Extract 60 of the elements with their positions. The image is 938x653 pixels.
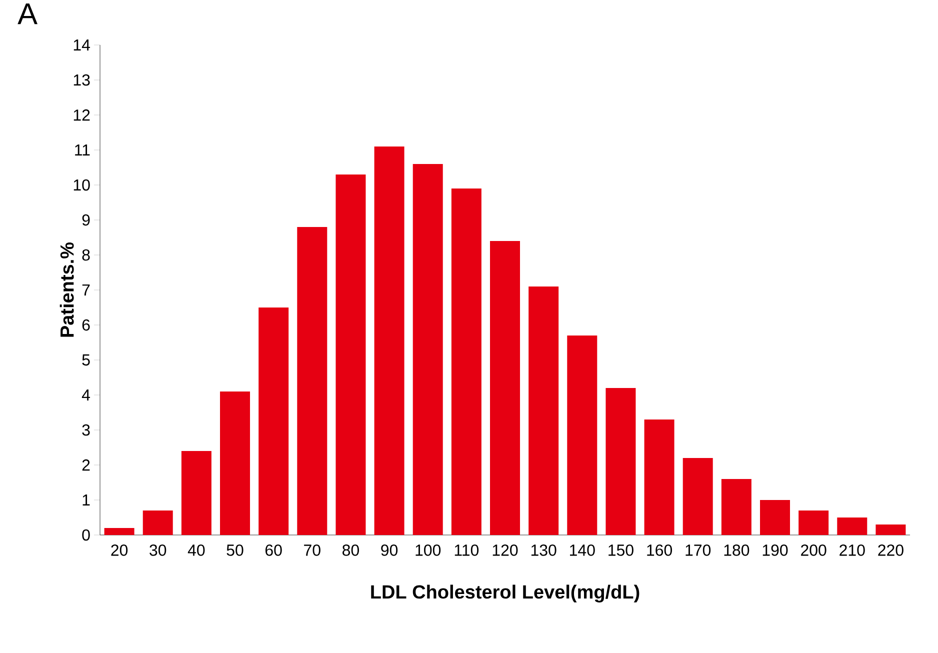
- bar: [104, 528, 134, 535]
- y-tick-label: 11: [75, 144, 90, 156]
- y-tick-label: 4: [82, 389, 90, 400]
- y-tick-label: 7: [82, 284, 90, 296]
- x-tick-label: 40: [188, 544, 205, 556]
- bar: [412, 164, 443, 535]
- y-tick-label: 9: [82, 214, 90, 226]
- y-tick-label: 13: [74, 74, 90, 86]
- y-tick-label: 0: [82, 529, 90, 541]
- bar: [721, 478, 752, 535]
- x-tick-label: 180: [724, 544, 750, 556]
- y-tick-label: 10: [74, 179, 90, 191]
- bar: [528, 286, 559, 535]
- x-tick-label: 120: [492, 544, 518, 556]
- x-tick-label: 20: [111, 544, 128, 556]
- x-tick-label: 130: [531, 544, 556, 556]
- x-tick-label: 100: [416, 544, 441, 556]
- bar: [490, 240, 520, 535]
- x-tick-label: 30: [150, 544, 166, 556]
- x-tick-label: 150: [608, 544, 634, 556]
- bar: [451, 188, 482, 535]
- y-tick-label: 14: [74, 39, 90, 50]
- bar: [142, 510, 173, 535]
- bar: [644, 419, 674, 535]
- x-tick-label: 190: [762, 544, 788, 556]
- y-tick-label: 2: [82, 459, 90, 471]
- x-tick-label: 70: [304, 544, 320, 556]
- x-axis-title: LDL Cholesterol Level(mg/dL): [371, 584, 640, 603]
- x-tick-label: 80: [342, 544, 359, 556]
- bar: [876, 524, 906, 535]
- bar: [798, 510, 829, 535]
- y-tick-label: 1: [82, 494, 90, 506]
- x-tick-label: 200: [801, 544, 826, 556]
- y-tick-label: 8: [82, 249, 90, 261]
- y-tick-label: 12: [74, 109, 90, 121]
- bar: [567, 335, 598, 535]
- bar: [220, 391, 250, 535]
- bar: [258, 307, 289, 535]
- x-tick-label: 170: [686, 544, 711, 556]
- x-tick-label: 140: [570, 544, 595, 556]
- y-tick-label: 3: [82, 424, 90, 436]
- y-axis-title: Patients.%: [60, 242, 74, 337]
- bar: [297, 226, 328, 535]
- x-tick-label: 90: [381, 544, 398, 556]
- bar: [336, 174, 366, 535]
- text: A: [18, 4, 38, 24]
- y-tick-label: 5: [82, 354, 90, 366]
- bar: [606, 388, 636, 535]
- x-tick-label: 110: [454, 544, 479, 556]
- bar: [374, 146, 404, 535]
- x-tick-label: 60: [265, 544, 282, 556]
- bar: [760, 500, 790, 535]
- x-tick-label: 160: [647, 544, 672, 556]
- bar: [181, 450, 212, 535]
- y-tick-label: 6: [82, 319, 90, 331]
- x-tick-label: 210: [840, 544, 865, 556]
- bar: [682, 458, 713, 535]
- bar: [837, 517, 868, 535]
- x-tick-label: 220: [878, 544, 904, 556]
- x-tick-label: 50: [226, 544, 244, 556]
